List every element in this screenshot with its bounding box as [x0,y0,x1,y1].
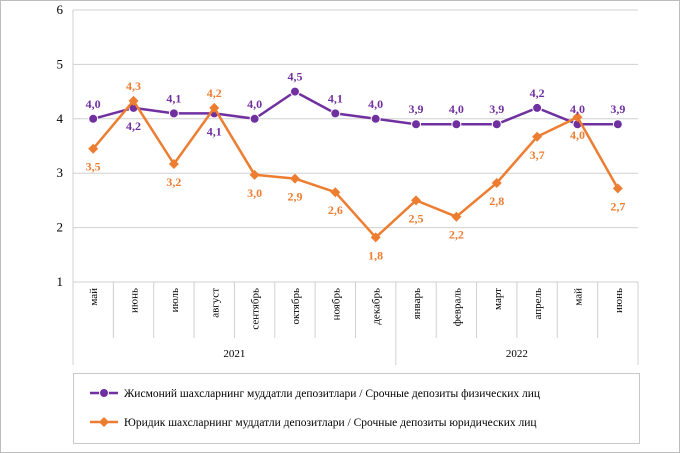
series-line-0 [92,90,618,126]
point-s1-1 [128,95,139,106]
data-label-s1-10: 2,8 [489,194,504,208]
legend: Жисмоний шахсларнинг муддатли депозитлар… [90,388,540,429]
point-s0-0 [88,113,99,124]
data-label-s0-1: 4,2 [126,119,141,133]
data-label-s1-7: 1,8 [368,248,383,262]
point-s0-10 [491,119,502,130]
point-s1-12 [572,112,583,123]
point-s1-9 [451,211,462,222]
data-label-s1-6: 2,6 [328,203,343,217]
data-label-s1-12: 4,0 [570,128,585,142]
x-tick-label-13: июнь [613,288,625,313]
data-label-s0-7: 4,0 [368,97,383,111]
data-label-s0-3: 4,1 [207,124,222,138]
y-tick-label-6: 6 [57,2,64,17]
point-s0-4 [249,113,260,124]
x-tick-label-8: январь [411,288,423,319]
data-label-s0-11: 4,2 [530,86,545,100]
data-label-s1-8: 2,5 [409,211,424,225]
legend-label-legal-entities: Юридик шахсларнинг муддатли депозитлари … [124,417,537,429]
x-tick-label-5: октябрь [290,288,302,325]
data-label-s1-3: 4,2 [207,86,222,100]
data-label-s0-6: 4,1 [328,91,343,105]
point-s1-4 [249,169,260,180]
point-s1-6 [330,187,341,198]
data-label-s0-9: 4,0 [449,102,464,116]
point-s1-11 [532,131,543,142]
point-s0-2 [168,108,179,119]
year-label-2021: 2021 [223,348,245,360]
axes: 1 2 3 4 5 6 май июнь июль август сентябрь октябрь но… [57,2,639,365]
x-tick-label-7: декабрь [371,288,383,325]
x-tick-label-6: ноябрь [330,288,342,320]
point-s1-13 [612,183,623,194]
data-label-s0-2: 4,1 [166,91,181,105]
point-s1-5 [289,173,300,184]
x-tick-label-0: май [88,288,100,306]
point-s1-7 [370,232,381,243]
x-tick-label-4: сентябрь [250,288,262,330]
y-tick-label-5: 5 [57,56,64,71]
legend-label-individuals: Жисмоний шахсларнинг муддатли депозитлар… [124,388,540,400]
data-label-s0-12: 4,0 [570,102,585,116]
point-s1-0 [88,143,99,154]
y-tick-label-1: 1 [57,274,64,289]
data-label-s1-0: 3,5 [86,160,101,174]
point-s0-13 [612,119,623,130]
data-label-s0-8: 3,9 [409,102,424,116]
x-tick-label-12: май [572,288,584,306]
data-label-s1-5: 2,9 [287,190,302,204]
legend-marker-individuals [99,388,109,398]
data-label-s0-0: 4,0 [86,97,101,111]
x-tick-label-9: февраль [451,288,463,326]
x-tick-label-2: июль [169,288,181,312]
data-label-s1-11: 3,7 [530,148,545,162]
y-tick-label-2: 2 [57,220,64,235]
data-label-s0-4: 4,0 [247,97,262,111]
y-tick-label-3: 3 [57,165,64,180]
data-label-s0-13: 3,9 [610,102,625,116]
series-group: 4,0 4,2 4,1 4,1 4,0 4,5 4,1 4,0 3,9 4,0 3,9 4,2 4,0 3… [86,70,626,263]
data-label-s1-9: 2,2 [449,228,464,242]
data-label-s0-5: 4,5 [287,70,302,84]
point-s0-6 [330,108,341,119]
x-tick-label-3: август [209,288,221,318]
point-s0-11 [532,102,543,113]
point-s0-9 [451,119,462,130]
x-tick-label-1: июнь [129,288,141,313]
legend-box [73,373,640,444]
data-label-s1-13: 2,7 [610,199,625,213]
point-s1-8 [411,195,422,206]
point-s0-5 [289,86,300,97]
point-s1-3 [209,102,220,113]
data-label-s1-2: 3,2 [166,175,181,189]
year-label-2022: 2022 [506,348,528,360]
data-label-s1-4: 3,0 [247,186,262,200]
grid-lines [73,9,638,283]
x-tick-label-10: март [492,288,504,310]
point-s0-7 [370,113,381,124]
legend-marker-legal-entities [99,417,109,427]
point-s1-2 [168,158,179,169]
data-label-s1-1: 4,3 [126,79,141,93]
x-tick-label-11: апрель [532,288,544,320]
point-s0-8 [411,119,422,130]
data-label-s0-10: 3,9 [489,102,504,116]
y-tick-label-4: 4 [57,111,64,126]
series-line-1 [92,99,619,239]
point-s1-10 [491,177,502,188]
